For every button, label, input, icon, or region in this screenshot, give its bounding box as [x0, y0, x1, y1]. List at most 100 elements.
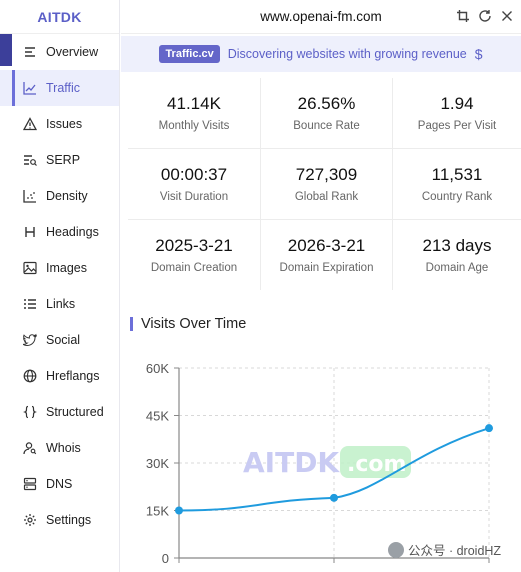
footer-watermark: 公众号 · droidHZ	[388, 540, 501, 559]
sidebar-item-label: Social	[46, 333, 81, 347]
sidebar-item-structured[interactable]: Structured	[0, 394, 119, 430]
density-chart-icon	[22, 188, 38, 204]
sidebar-item-settings[interactable]: Settings	[0, 502, 119, 538]
sidebar-item-whois[interactable]: Whois	[0, 430, 119, 466]
list-icon	[22, 44, 38, 60]
stat-global-rank: 727,309 Global Rank	[261, 149, 393, 220]
stat-value: 41.14K	[167, 94, 221, 113]
header-actions	[455, 8, 515, 24]
banner-text: Discovering websites with growing revenu…	[227, 47, 467, 61]
y-tick-label: 60K	[146, 361, 169, 376]
site-url: www.openai-fm.com	[260, 9, 382, 24]
stat-label: Domain Age	[425, 262, 489, 274]
globe-icon	[22, 368, 38, 384]
stat-value: 26.56%	[297, 94, 356, 113]
stat-label: Visit Duration	[159, 191, 229, 203]
links-list-icon	[22, 296, 38, 312]
close-icon[interactable]	[499, 8, 515, 24]
sidebar-item-label: Links	[46, 297, 76, 311]
sidebar-item-serp[interactable]: SERP	[0, 142, 119, 178]
stat-value: 11,531	[431, 165, 483, 184]
sidebar: AITDK Overview Traffic Issues SERP	[0, 0, 120, 572]
stat-visit-duration: 00:00:37 Visit Duration	[128, 149, 261, 220]
user-search-icon	[22, 440, 38, 456]
brand-logo[interactable]: AITDK	[0, 0, 119, 34]
sidebar-item-label: Images	[46, 261, 87, 275]
stat-label: Monthly Visits	[158, 120, 230, 132]
window-edge-strip	[0, 34, 12, 66]
sidebar-item-label: Whois	[46, 441, 81, 455]
stat-pages-per-visit: 1.94 Pages Per Visit	[393, 78, 521, 149]
sidebar-item-dns[interactable]: DNS	[0, 466, 119, 502]
promo-banner[interactable]: Traffic.cv Discovering websites with gro…	[121, 36, 521, 72]
dollar-icon: $	[474, 46, 483, 62]
y-tick-label: 15K	[146, 504, 169, 519]
braces-icon	[22, 404, 38, 420]
sidebar-item-label: Hreflangs	[46, 369, 100, 383]
stat-domain-creation: 2025-3-21 Domain Creation	[128, 220, 261, 290]
stat-value: 213 days	[422, 236, 492, 255]
sidebar-item-overview[interactable]: Overview	[0, 34, 119, 70]
footer-watermark-text: 公众号 · droidHZ	[408, 544, 502, 558]
stat-label: Domain Creation	[150, 262, 238, 274]
stat-value: 00:00:37	[160, 165, 228, 184]
heading-icon	[22, 224, 38, 240]
sidebar-item-social[interactable]: Social	[0, 322, 119, 358]
server-icon	[22, 476, 38, 492]
stat-value: 2026-3-21	[287, 236, 366, 255]
chart-watermark-badge-bg	[340, 446, 411, 478]
chart-watermark-text: AITDK	[243, 446, 340, 479]
crop-icon[interactable]	[455, 8, 471, 24]
sidebar-item-label: Density	[46, 189, 88, 203]
serp-list-icon	[22, 152, 38, 168]
chart-title: Visits Over Time	[130, 316, 246, 332]
header: www.openai-fm.com	[121, 0, 521, 34]
y-tick-label: 0	[162, 551, 169, 566]
visits-chart: 60K 45K 30K 15K 0 AITDK .com	[121, 350, 521, 572]
sidebar-item-traffic[interactable]: Traffic	[0, 70, 119, 106]
warning-icon	[22, 116, 38, 132]
stat-domain-age: 213 days Domain Age	[393, 220, 521, 290]
gear-icon	[22, 512, 38, 528]
sidebar-item-links[interactable]: Links	[0, 286, 119, 322]
sidebar-item-images[interactable]: Images	[0, 250, 119, 286]
y-tick-label: 30K	[146, 456, 169, 471]
stat-label: Country Rank	[421, 191, 493, 203]
stat-label: Global Rank	[294, 191, 359, 203]
refresh-icon[interactable]	[477, 8, 493, 24]
chart-watermark-badge: .com	[347, 452, 406, 477]
sidebar-item-issues[interactable]: Issues	[0, 106, 119, 142]
sidebar-item-label: Overview	[46, 45, 99, 59]
stat-label: Pages Per Visit	[417, 120, 497, 132]
sidebar-item-density[interactable]: Density	[0, 178, 119, 214]
wechat-icon	[388, 541, 404, 558]
sidebar-item-headings[interactable]: Headings	[0, 214, 119, 250]
stats-grid: 41.14K Monthly Visits 26.56% Bounce Rate…	[128, 78, 521, 290]
data-point	[330, 493, 338, 502]
sidebar-item-label: Settings	[46, 513, 92, 527]
sidebar-item-label: SERP	[46, 153, 81, 167]
data-point	[175, 506, 183, 515]
sidebar-item-hreflangs[interactable]: Hreflangs	[0, 358, 119, 394]
image-icon	[22, 260, 38, 276]
chart-line-icon	[22, 80, 38, 96]
sidebar-item-label: Traffic	[46, 81, 81, 95]
stat-value: 2025-3-21	[155, 236, 233, 255]
sidebar-item-label: Issues	[46, 117, 83, 131]
stat-label: Domain Expiration	[279, 262, 374, 274]
banner-badge: Traffic.cv	[159, 45, 220, 63]
data-point	[485, 424, 493, 433]
visits-chart-svg: 60K 45K 30K 15K 0 AITDK .com	[146, 361, 493, 566]
sidebar-nav: Overview Traffic Issues SERP Density	[0, 34, 119, 538]
y-tick-label: 45K	[146, 409, 169, 424]
stat-label: Bounce Rate	[293, 120, 360, 132]
stat-value: 1.94	[440, 94, 474, 113]
twitter-icon	[22, 332, 38, 348]
stat-domain-expiration: 2026-3-21 Domain Expiration	[261, 220, 393, 290]
sidebar-item-label: Headings	[46, 225, 99, 239]
stat-monthly-visits: 41.14K Monthly Visits	[128, 78, 261, 149]
stat-country-rank: 11,531 Country Rank	[393, 149, 521, 220]
stat-value: 727,309	[295, 165, 358, 184]
sidebar-item-label: Structured	[46, 405, 104, 419]
sidebar-item-label: DNS	[46, 477, 73, 491]
